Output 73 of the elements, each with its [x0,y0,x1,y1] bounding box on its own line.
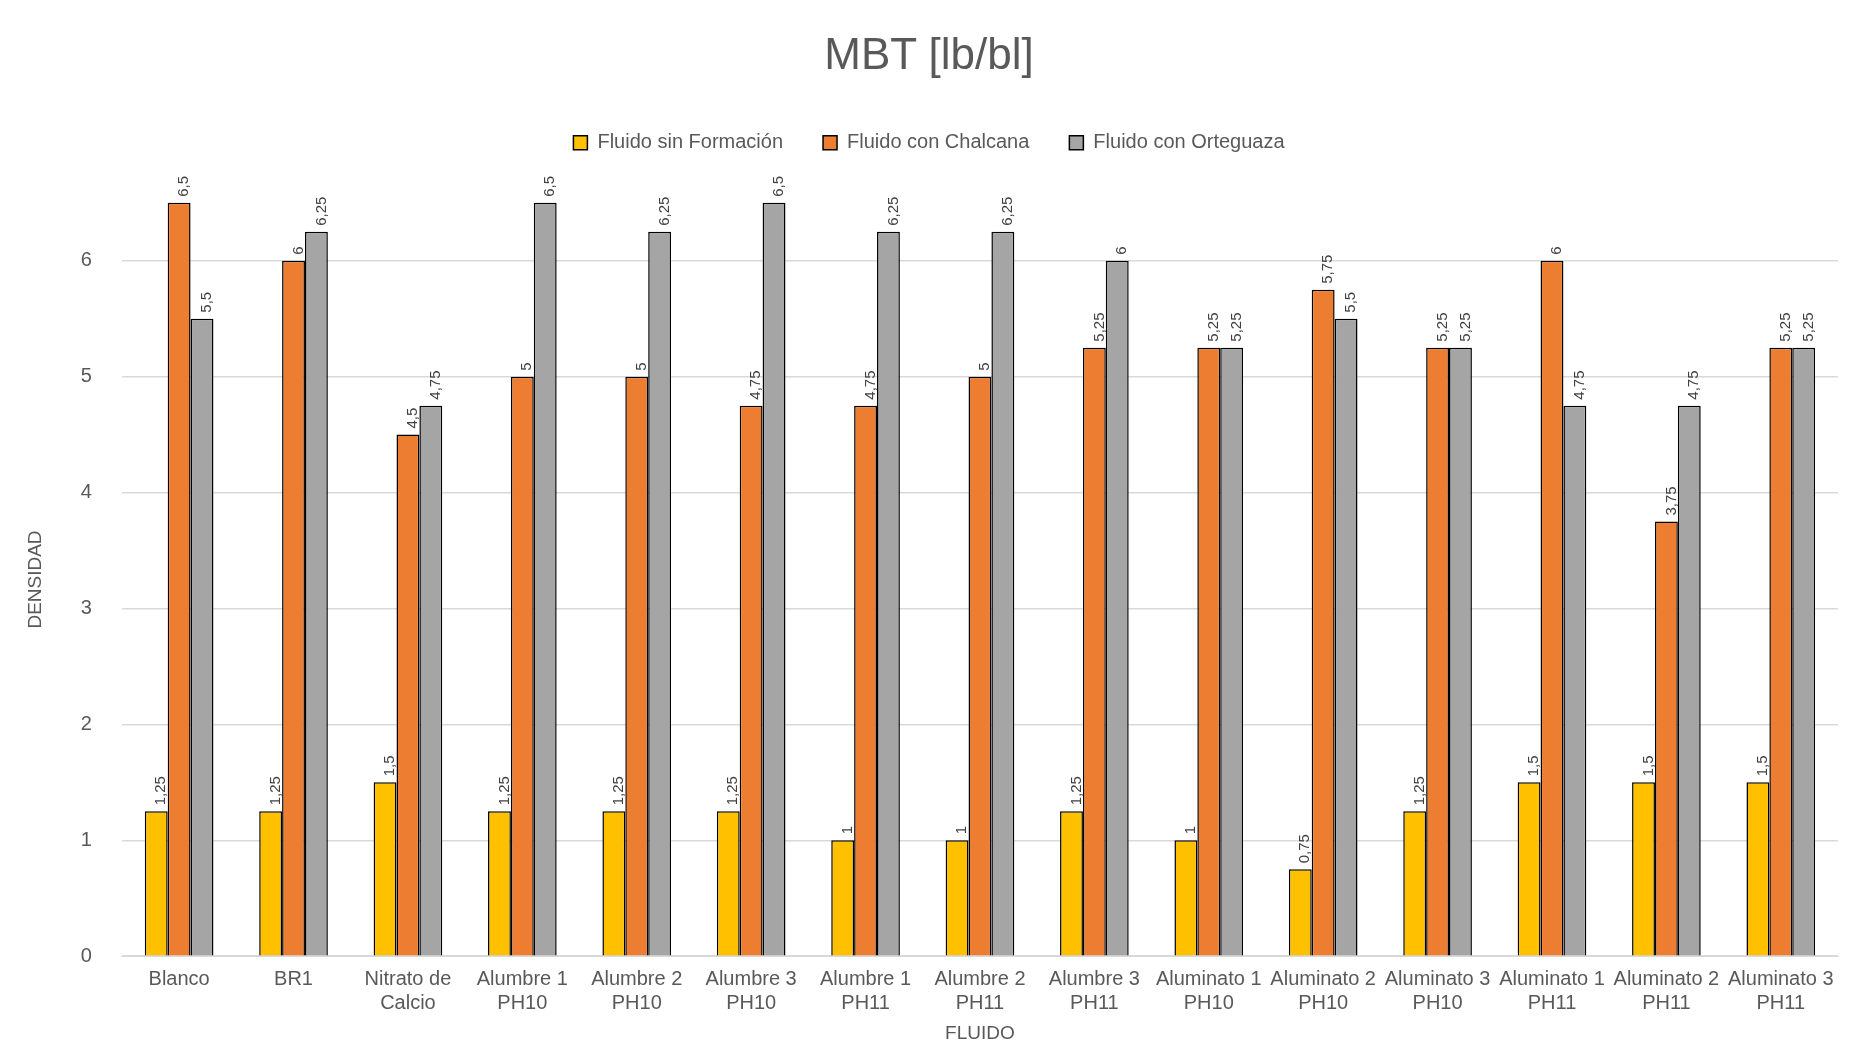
data-label: 6 [1547,246,1565,255]
data-label: 6,5 [540,175,558,197]
data-label: 5,5 [1341,291,1359,313]
y-tick-label: 6 [80,248,92,271]
data-label: 6 [1112,246,1130,255]
x-tick-label: Alumbre 1 PH10 [476,966,568,1013]
data-label: 5 [517,362,535,371]
chart-title: MBT [lb/bl] [824,28,1034,78]
data-label: 1,25 [265,776,283,806]
data-label: 5,25 [1455,312,1473,342]
data-label: 5,25 [1089,312,1107,342]
data-label: 4,75 [860,370,878,400]
data-label: 5 [975,362,993,371]
data-label: 4,5 [403,407,421,429]
x-tick-label: BR1 [274,966,313,989]
data-label: 1 [952,825,970,835]
x-tick-label: Alumbre 2 PH11 [934,966,1026,1013]
legend-label: Fluido sin Formación [597,130,784,153]
data-label: 5,25 [1432,312,1450,342]
data-label: 1,5 [1524,755,1542,777]
data-label: 5,25 [1226,312,1244,342]
x-tick-label: Alumbre 3 PH11 [1048,966,1140,1013]
y-tick-label: 4 [80,480,92,503]
data-label: 6,25 [997,196,1015,226]
data-label: 1 [1181,825,1199,835]
data-label: 4,75 [746,370,764,400]
data-label: 6,25 [654,196,672,226]
x-axis-title: FLUIDO [945,1021,1015,1043]
data-label: 5,25 [1203,312,1221,342]
y-tick-label: 2 [80,711,92,734]
data-label: 6,5 [769,175,787,197]
data-label: 6,25 [883,196,901,226]
x-tick-label: Alumbre 2 PH10 [591,966,683,1013]
data-label: 1,5 [1753,755,1771,777]
data-label: 1,25 [609,776,627,806]
data-label: 5,25 [1775,312,1793,342]
data-label: 0,75 [1295,834,1313,864]
y-axis-title: DENSIDAD [23,530,45,629]
y-tick-label: 0 [80,943,92,966]
x-tick-label: Aluminato 2 PH10 [1270,966,1376,1013]
y-tick-label: 1 [80,827,92,850]
data-label: 5,25 [1798,312,1816,342]
data-label: 1,25 [151,776,169,806]
x-tick-label: Aluminato 3 PH10 [1384,966,1491,1013]
data-label: 4,75 [1570,370,1588,400]
data-label: 4,75 [425,370,443,400]
data-label: 1,25 [1066,776,1084,806]
legend-label: Fluido con Orteguaza [1093,130,1286,153]
data-label: 1,25 [1409,776,1427,806]
data-label: 5,5 [197,291,215,313]
x-tick-label: Blanco [148,966,210,989]
data-label: 1,25 [723,776,741,806]
data-label: 1,25 [494,776,512,806]
x-tick-label: Nitrato de Calcio [364,966,452,1013]
data-label: 1,5 [380,755,398,777]
data-label: 6 [288,246,306,255]
x-tick-label: Alumbre 1 PH11 [819,966,912,1013]
data-label: 5,75 [1318,254,1336,284]
x-tick-label: Aluminato 1 PH11 [1499,966,1605,1013]
data-label: 6,25 [311,196,329,226]
y-tick-label: 3 [80,595,92,618]
data-label: 3,75 [1661,486,1679,516]
data-label: 1 [837,825,855,835]
data-label: 5 [631,362,649,371]
x-tick-label: Aluminato 3 PH11 [1727,966,1834,1013]
data-label: 6,5 [174,175,192,197]
data-label: 1,5 [1638,755,1656,777]
x-tick-label: Aluminato 2 PH11 [1613,966,1720,1013]
data-label: 4,75 [1684,370,1702,400]
legend-label: Fluido con Chalcana [847,130,1031,153]
x-tick-label: Alumbre 3 PH10 [705,966,797,1013]
y-tick-label: 5 [80,364,92,387]
x-tick-label: Aluminato 1 PH10 [1155,966,1262,1013]
